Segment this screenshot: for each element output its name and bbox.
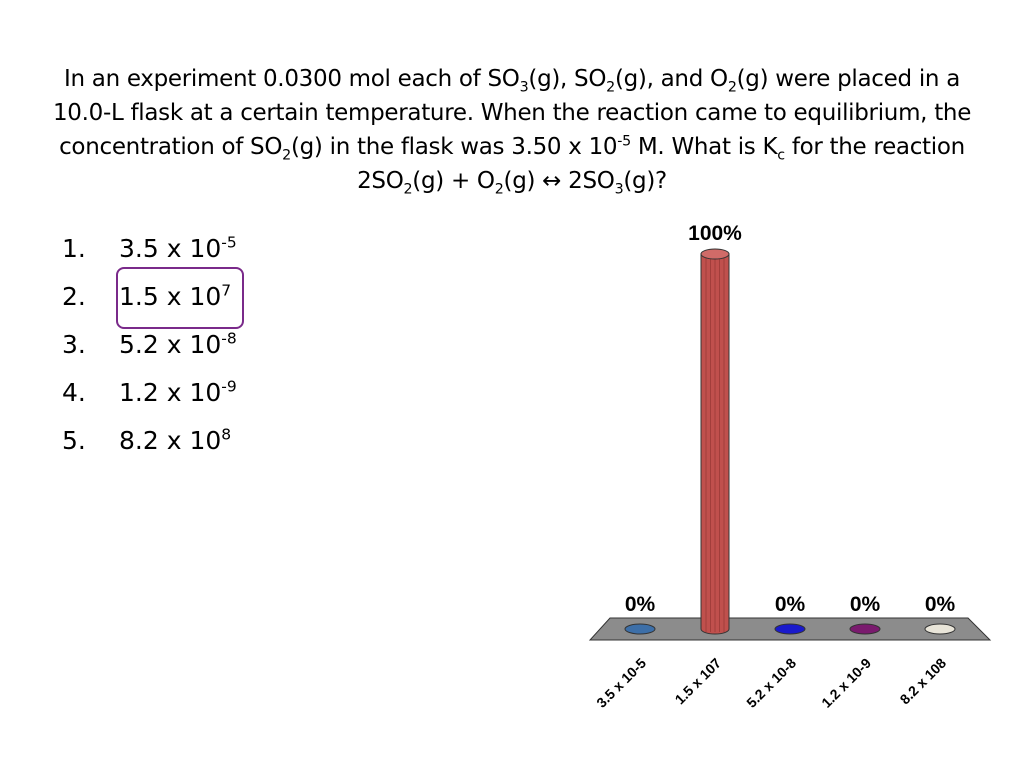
data-label-3: 0% (775, 593, 806, 616)
x-tick-1: 3.5 x 10-5 (593, 655, 649, 711)
selected-answer-highlight (116, 267, 244, 329)
question-segment: 2 (494, 181, 504, 198)
answer-value: 1.2 x 10-9 (119, 377, 237, 407)
bar-2-top (700, 248, 730, 260)
answer-option[interactable]: 5. 8.2 x 108 (62, 420, 237, 468)
question-segment: c (777, 147, 785, 164)
question-segment: 2 (282, 147, 291, 164)
data-label-5: 0% (925, 593, 956, 616)
question-segment: for the reaction 2SO (357, 134, 965, 194)
answer-option[interactable]: 4. 1.2 x 10-9 (62, 372, 237, 420)
answer-number: 5. (62, 426, 86, 455)
x-tick-3: 5.2 x 10-8 (743, 655, 799, 711)
bar-3 (774, 623, 806, 635)
question-segment: 2 (403, 181, 413, 198)
question-segment: 2 (606, 79, 615, 96)
answer-option[interactable]: 3. 5.2 x 10-8 (62, 324, 237, 372)
bar-4 (849, 623, 881, 635)
x-tick-2: 1.5 x 107 (672, 655, 725, 708)
question-segment: In an experiment 0.0300 mol each of SO (64, 66, 520, 92)
question-segment: (g)? (623, 168, 667, 194)
question-segment: (g) ↔ 2SO (503, 168, 615, 194)
x-tick-4: 1.2 x 10-9 (818, 655, 874, 711)
answer-list: 1. 3.5 x 10-5 2. 1.5 x 107 3. 5.2 x 10-8 4.… (62, 228, 237, 468)
data-label-1: 0% (625, 593, 656, 616)
answer-option[interactable]: 2. 1.5 x 107 (62, 276, 237, 324)
question-segment: (g) + O (412, 168, 495, 194)
question-segment: 2 (727, 79, 737, 96)
question-segment: (g), SO (528, 66, 607, 92)
answer-number: 3. (62, 330, 86, 359)
data-label-4: 0% (850, 593, 881, 616)
answer-number: 2. (62, 282, 86, 311)
answer-option[interactable]: 1. 3.5 x 10-5 (62, 228, 237, 276)
answer-value: 1.5 x 107 (119, 281, 232, 311)
question-segment: 3 (519, 79, 529, 96)
question-segment: 3 (614, 181, 624, 198)
x-tick-5: 8.2 x 108 (897, 655, 950, 708)
answer-number: 1. (62, 234, 86, 263)
question-segment: (g) were placed in a 10.0-L flask at a c… (52, 66, 972, 160)
question-segment: M. What is K (630, 134, 778, 160)
answer-value: 8.2 x 108 (119, 425, 232, 455)
question-segment: (g), and O (614, 66, 728, 92)
bar-1 (624, 623, 656, 635)
answer-value: 3.5 x 10-5 (119, 233, 237, 263)
answer-number: 4. (62, 378, 86, 407)
question-text: In an experiment 0.0300 mol each of SO3(… (40, 62, 984, 198)
data-label-2: 100% (688, 222, 742, 245)
question-segment: -5 (617, 133, 631, 150)
answer-value: 5.2 x 10-8 (119, 329, 237, 359)
question-segment: (g) in the flask was 3.50 x 10 (290, 134, 618, 160)
bar-5 (924, 623, 956, 635)
